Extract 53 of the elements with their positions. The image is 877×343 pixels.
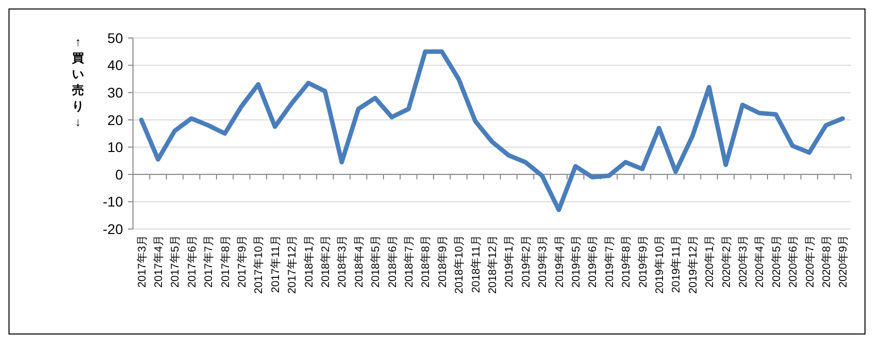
x-tick-label: 2018年4月 <box>353 235 366 288</box>
x-tick-label: 2019年8月 <box>620 235 633 288</box>
y-tick-label: -20 <box>102 220 124 237</box>
y-tick-label: 50 <box>107 30 124 46</box>
y-tick-label: 40 <box>107 57 124 74</box>
x-tick-label: 2019年3月 <box>537 235 550 288</box>
x-tick-label: 2019年2月 <box>520 235 532 288</box>
x-tick-label: 2018年1月 <box>303 235 316 288</box>
x-tick-label: 2019年5月 <box>570 235 582 288</box>
y-tick-label: 20 <box>107 112 124 128</box>
y-tick-label: 30 <box>107 84 124 100</box>
x-tick-label: 2020年8月 <box>820 235 833 288</box>
x-tick-label: 2017年9月 <box>236 235 249 288</box>
x-tick-label: 2018年10月 <box>454 235 466 294</box>
x-tick-label: 2017年11月 <box>270 235 282 293</box>
x-tick-label: 2020年7月 <box>804 235 816 288</box>
x-tick-label: 2017年8月 <box>220 235 232 288</box>
x-tick-label: 2019年11月 <box>670 235 683 293</box>
x-tick-label: 2018年8月 <box>420 235 432 288</box>
x-tick-label: 2020年6月 <box>788 235 800 288</box>
x-tick-label: 2017年10月 <box>253 235 266 294</box>
x-tick-label: 2019年1月 <box>504 235 516 288</box>
x-tick-label: 2020年5月 <box>770 235 783 288</box>
x-tick-label: 2019年12月 <box>687 235 700 294</box>
x-tick-label: 2019年4月 <box>554 235 566 288</box>
x-tick-label: 2018年3月 <box>336 235 349 288</box>
y-tick-label: -10 <box>102 194 124 210</box>
x-tick-label: 2020年2月 <box>720 235 733 288</box>
x-tick-label: 2019年7月 <box>604 235 616 288</box>
x-tick-label: 2020年9月 <box>838 235 850 288</box>
y-axis-title: ↑買い売り↓ <box>71 35 84 129</box>
x-tick-label: 2020年1月 <box>704 235 716 288</box>
x-tick-label: 2018年7月 <box>404 235 416 288</box>
x-tick-label: 2018年6月 <box>386 235 399 288</box>
x-tick-label: 2018年2月 <box>320 235 332 288</box>
x-tick-label: 2017年7月 <box>203 235 216 288</box>
x-tick-label: 2019年10月 <box>654 235 666 294</box>
x-tick-label: 2017年6月 <box>186 235 198 288</box>
x-tick-label: 2017年5月 <box>170 235 182 288</box>
x-tick-label: 2020年4月 <box>754 235 766 288</box>
x-tick-label: 2017年4月 <box>153 235 166 288</box>
line-series <box>139 49 845 212</box>
x-tick-label: 2019年6月 <box>587 235 600 288</box>
x-tick-label: 2017年12月 <box>286 235 299 294</box>
y-tick-label: 0 <box>115 166 124 182</box>
x-tick-label: 2018年5月 <box>370 235 382 288</box>
x-tick-label: 2018年11月 <box>470 235 482 293</box>
x-tick-label: 2019年9月 <box>637 235 650 288</box>
x-tick-label: 2020年3月 <box>737 235 750 288</box>
x-tick-label: 2017年3月 <box>136 235 148 288</box>
x-tick-label: 2018年9月 <box>436 235 449 288</box>
x-tick-label: 2018年12月 <box>487 235 499 294</box>
y-tick-label: 10 <box>107 139 124 156</box>
